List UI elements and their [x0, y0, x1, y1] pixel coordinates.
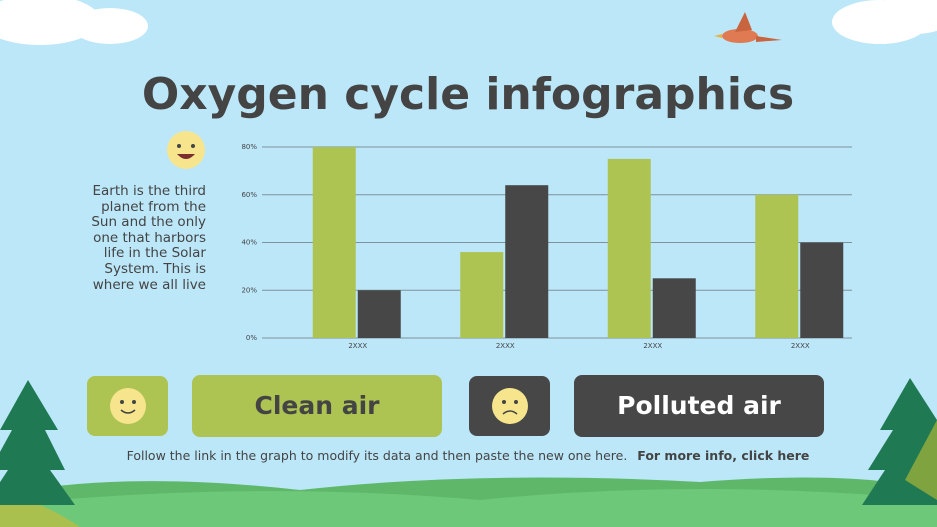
legend-swatch — [192, 375, 442, 437]
footnote-text: Follow the link in the graph to modify i… — [127, 448, 628, 463]
bar — [460, 252, 504, 338]
cloud — [832, 0, 937, 44]
bar — [800, 242, 844, 338]
footnote: Follow the link in the graph to modify i… — [127, 448, 810, 463]
x-tick-label: 2XXX — [496, 342, 515, 350]
y-tick-label: 20% — [241, 286, 257, 294]
bar — [357, 290, 401, 338]
link[interactable]: For more info, click here — [637, 448, 809, 463]
hill — [0, 489, 937, 527]
y-tick-label: 40% — [241, 239, 257, 247]
x-tick-label: 2XXX — [643, 342, 662, 350]
y-tick-label: 80% — [241, 143, 257, 151]
legend-eye — [514, 400, 518, 404]
bar — [652, 278, 696, 338]
legend-swatch — [574, 375, 824, 437]
tree — [905, 420, 937, 500]
bar — [312, 147, 356, 338]
bar — [505, 185, 549, 338]
tree — [0, 380, 75, 505]
smiley-icon — [167, 131, 205, 169]
y-tick-label: 60% — [241, 191, 257, 199]
bar — [755, 194, 799, 338]
legend-face — [110, 388, 146, 424]
legend-label: Clean air — [254, 391, 380, 420]
description: Earth is the third planet from the Sun a… — [91, 183, 206, 293]
legend-label: Polluted air — [617, 391, 781, 420]
legend-mouth — [120, 409, 136, 414]
bar — [607, 158, 651, 338]
legend-eye — [120, 400, 124, 404]
bird — [714, 12, 782, 43]
legend-face — [492, 388, 528, 424]
x-tick-label: 2XXX — [348, 342, 367, 350]
y-tick-label: 0% — [246, 334, 257, 342]
cloud — [0, 0, 148, 45]
x-tick-label: 2XXX — [791, 342, 810, 350]
legend-mouth — [502, 410, 518, 415]
legend-eye — [502, 400, 506, 404]
legend-item: Polluted air — [469, 375, 824, 437]
chart-title: Oxygen cycle infographics — [142, 69, 794, 120]
legend-item: Clean air — [87, 375, 442, 437]
legend-eye — [132, 400, 136, 404]
